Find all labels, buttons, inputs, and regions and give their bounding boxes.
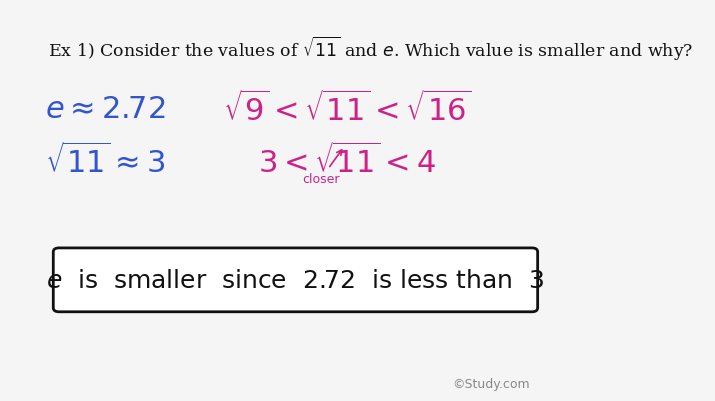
- Text: $\sqrt{9} < \sqrt{11} < \sqrt{16}$: $\sqrt{9} < \sqrt{11} < \sqrt{16}$: [223, 91, 472, 127]
- FancyBboxPatch shape: [54, 248, 538, 312]
- Text: $e$  is  smaller  since  2.72  is less than  3: $e$ is smaller since 2.72 is less than 3: [46, 268, 545, 292]
- Text: Ex 1) Consider the values of $\sqrt{11}$ and $e$. Which value is smaller and why: Ex 1) Consider the values of $\sqrt{11}$…: [47, 35, 693, 63]
- Text: ©Study.com: ©Study.com: [453, 377, 531, 390]
- Text: $3 < \sqrt{11} < 4$: $3 < \sqrt{11} < 4$: [259, 143, 436, 178]
- Text: $\sqrt{11} \approx 3$: $\sqrt{11} \approx 3$: [45, 143, 165, 178]
- Text: closer: closer: [302, 150, 342, 185]
- Text: $e \approx 2.72$: $e \approx 2.72$: [45, 95, 166, 124]
